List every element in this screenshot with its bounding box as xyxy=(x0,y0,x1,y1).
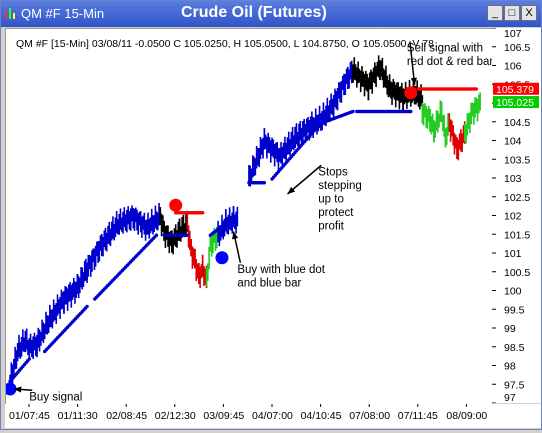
stop-dot xyxy=(262,181,267,185)
arrow-head xyxy=(13,386,22,393)
stop-dot xyxy=(351,109,355,114)
annotation-text: profit xyxy=(318,220,344,232)
info-line: QM #F [15-Min] 03/08/11 -0.0500 C 105.02… xyxy=(16,38,434,50)
title-bar[interactable]: QM #F 15-Min Crude Oil (Futures) _ □ X xyxy=(1,1,541,27)
x-tick-label: 02/12:30 xyxy=(155,410,196,422)
minimize-button[interactable]: _ xyxy=(487,5,503,21)
maximize-button[interactable]: □ xyxy=(504,5,520,21)
arrow-head xyxy=(410,77,417,86)
stop-dot xyxy=(85,304,89,309)
x-tick-label: 03/09:45 xyxy=(203,410,244,422)
stop-dot xyxy=(200,211,205,215)
price-chart: QM #F [15-Min] 03/08/11 -0.0500 C 105.02… xyxy=(3,38,493,403)
annotation-text: Sell signal with xyxy=(407,43,483,55)
x-tick-label: 04/10:45 xyxy=(301,410,342,422)
arrow-head xyxy=(232,231,239,240)
buy-signal-dot xyxy=(3,382,17,396)
annotation-text: Buy with blue dot xyxy=(237,264,325,276)
x-tick-label: 02/08:45 xyxy=(106,410,147,422)
arrow-head xyxy=(287,186,296,194)
time-axis[interactable]: 01/07:45 01/11:30 02/08:45 02/12:30 03/09:45… xyxy=(5,404,541,428)
y-tick-label: 104 xyxy=(504,136,522,148)
sell-signal-dot xyxy=(169,198,183,212)
app-icon xyxy=(5,8,15,19)
y-tick-label: 99 xyxy=(504,323,516,335)
x-tick-label: 08/09:00 xyxy=(446,410,487,422)
price-label-box xyxy=(493,82,539,95)
stop-dot xyxy=(185,233,189,237)
y-tick-label: 98.5 xyxy=(504,342,525,354)
y-tick-label: 100.5 xyxy=(504,267,530,279)
x-tick-label: 01/07:45 xyxy=(9,410,50,422)
y-tick-label: 101.5 xyxy=(504,229,530,241)
annotation-text: and blue bar xyxy=(237,277,301,289)
stop-dot xyxy=(154,233,159,237)
annotation-text: Stops xyxy=(318,166,348,178)
price-label: 105.025 xyxy=(496,97,534,109)
stop-dot xyxy=(312,128,317,132)
x-tick-label: 04/07:00 xyxy=(252,410,293,422)
buy-signal-dot xyxy=(215,251,229,265)
window-title: QM #F 15-Min xyxy=(21,6,105,21)
y-tick-label: 103.5 xyxy=(504,154,530,166)
price-axis[interactable]: 97 97.5 98 98.5 99 99.5 100 100.5 101 101.5 102 102… xyxy=(492,27,541,404)
y-tick-label: 102 xyxy=(504,211,522,223)
x-tick-label: 01/11:30 xyxy=(58,410,98,422)
y-tick-label: 102.5 xyxy=(504,192,530,204)
y-tick-label: 103 xyxy=(504,173,522,185)
y-tick-label: 106 xyxy=(504,61,522,73)
price-label-box xyxy=(493,96,539,109)
y-tick-label: 106.5 xyxy=(504,42,530,54)
y-tick-label: 99.5 xyxy=(504,304,525,316)
y-tick-label: 104.5 xyxy=(504,117,530,129)
x-tick-label: 07/08:00 xyxy=(349,410,390,422)
y-tick-label: 97 xyxy=(504,392,516,403)
y-tick-label: 97.5 xyxy=(504,379,525,391)
annotation-text: Buy signal xyxy=(29,391,82,403)
stop-dot xyxy=(409,109,413,114)
annotation-text: red dot & red bar xyxy=(407,56,492,68)
chart-title: Crude Oil (Futures) xyxy=(181,4,327,21)
sell-signal-dot xyxy=(404,86,418,100)
y-tick-label: 101 xyxy=(504,248,522,260)
time-axis-svg: 01/07:45 01/11:30 02/08:45 02/12:30 03/09:45… xyxy=(9,404,487,422)
stop-dot xyxy=(474,87,478,91)
y-tick-label: 107 xyxy=(504,28,522,40)
plot-area[interactable]: QM #F [15-Min] 03/08/11 -0.0500 C 105.02… xyxy=(3,28,493,405)
close-button[interactable]: X xyxy=(521,5,537,21)
x-tick-label: 07/11:45 xyxy=(398,410,438,422)
y-tick-label: 100 xyxy=(504,286,522,298)
annotation-text: up to xyxy=(318,193,344,205)
annotation-arrow xyxy=(286,164,322,195)
stop-dot xyxy=(27,357,31,361)
annotation-text: stepping xyxy=(318,180,361,192)
price-label: 105.379 xyxy=(496,84,534,96)
stop-dot xyxy=(227,218,232,222)
y-tick-label: 98 xyxy=(504,361,516,373)
annotation-text: protect xyxy=(318,207,354,219)
